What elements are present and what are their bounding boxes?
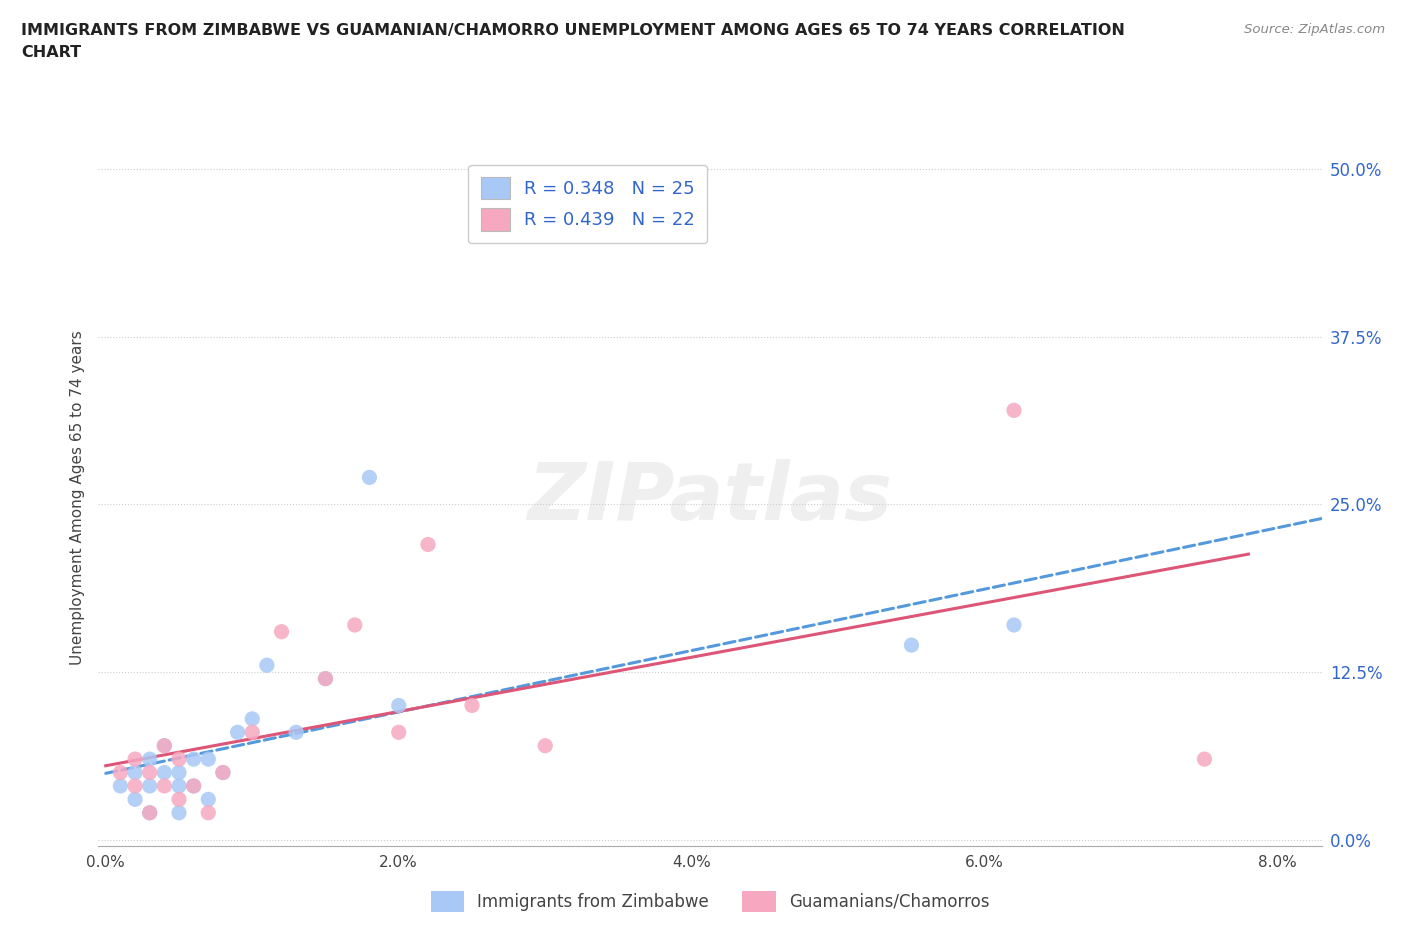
Point [256,658,278,672]
Point [124,792,146,807]
Point [226,724,249,739]
Point [124,778,146,793]
Point [900,638,922,653]
Point [183,778,205,793]
Point [197,751,219,766]
Point [138,778,160,793]
Point [388,724,411,739]
Point [167,765,190,780]
Point [359,470,381,485]
Point [153,738,176,753]
Point [534,738,557,753]
Point [314,671,336,686]
Point [167,778,190,793]
Text: IMMIGRANTS FROM ZIMBABWE VS GUAMANIAN/CHAMORRO UNEMPLOYMENT AMONG AGES 65 TO 74 : IMMIGRANTS FROM ZIMBABWE VS GUAMANIAN/CH… [21,23,1125,38]
Point [138,805,160,820]
Point [270,624,292,639]
Point [167,751,190,766]
Point [1002,403,1025,418]
Point [110,765,132,780]
Point [343,618,366,632]
Point [183,778,205,793]
Point [167,805,190,820]
Point [1194,751,1216,766]
Point [183,751,205,766]
Point [153,765,176,780]
Point [388,698,411,713]
Point [153,738,176,753]
Y-axis label: Unemployment Among Ages 65 to 74 years: Unemployment Among Ages 65 to 74 years [69,330,84,665]
Point [212,765,235,780]
Point [124,765,146,780]
Point [138,751,160,766]
Text: Source: ZipAtlas.com: Source: ZipAtlas.com [1244,23,1385,36]
Legend: Immigrants from Zimbabwe, Guamanians/Chamorros: Immigrants from Zimbabwe, Guamanians/Cha… [423,884,997,918]
Point [138,765,160,780]
Point [197,805,219,820]
Point [110,778,132,793]
Point [212,765,235,780]
Text: ZIPatlas: ZIPatlas [527,458,893,537]
Point [461,698,484,713]
Point [124,751,146,766]
Point [240,711,263,726]
Point [138,805,160,820]
Point [314,671,336,686]
Point [197,792,219,807]
Point [1002,618,1025,632]
Point [285,724,308,739]
Text: CHART: CHART [21,45,82,60]
Point [167,792,190,807]
Point [240,724,263,739]
Point [153,778,176,793]
Point [416,537,439,551]
